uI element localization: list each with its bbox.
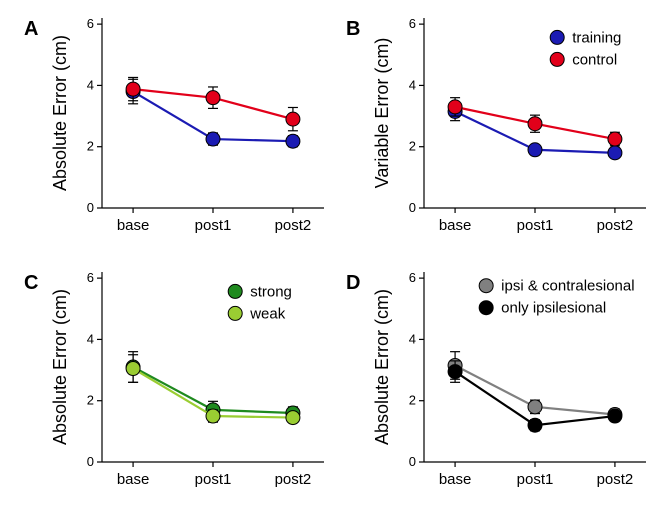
data-marker xyxy=(448,100,462,114)
x-tick-label: post2 xyxy=(597,471,634,488)
legend-swatch xyxy=(479,301,493,315)
y-axis-label: Absolute Error (cm) xyxy=(50,35,70,191)
y-tick-label: 0 xyxy=(87,454,94,469)
data-marker xyxy=(286,134,300,148)
data-marker xyxy=(528,400,542,414)
data-marker xyxy=(206,91,220,105)
legend-label: only ipsilesional xyxy=(501,300,606,317)
data-marker xyxy=(528,143,542,157)
panel-label-D: D xyxy=(346,272,360,295)
y-axis-label: Absolute Error (cm) xyxy=(372,289,392,445)
x-tick-label: base xyxy=(439,217,472,234)
data-marker xyxy=(126,362,140,376)
data-marker xyxy=(528,418,542,432)
legend-label: control xyxy=(572,51,617,68)
data-marker xyxy=(206,409,220,423)
x-tick-label: post2 xyxy=(275,471,312,488)
y-tick-label: 2 xyxy=(409,393,416,408)
x-tick-label: post2 xyxy=(275,217,312,234)
x-tick-label: post1 xyxy=(517,471,554,488)
legend-label: training xyxy=(572,29,621,46)
data-marker xyxy=(126,82,140,96)
x-tick-label: post2 xyxy=(597,217,634,234)
y-tick-label: 2 xyxy=(87,393,94,408)
y-tick-label: 0 xyxy=(409,454,416,469)
y-tick-label: 0 xyxy=(87,200,94,215)
y-tick-label: 4 xyxy=(409,77,416,92)
panel-label-B: B xyxy=(346,18,360,41)
x-tick-label: post1 xyxy=(517,217,554,234)
legend-swatch xyxy=(550,52,564,66)
data-marker xyxy=(528,117,542,131)
chart-panel-B: 0 2 4 6 base post1 post2 Variable Error (cm) tra… xyxy=(370,8,656,248)
y-tick-label: 4 xyxy=(87,77,94,92)
chart-panel-D: 0 2 4 6 base post1 post2 Absolute Error (cm) ips… xyxy=(370,262,656,502)
series-line-only-ipsilesional xyxy=(455,372,615,426)
data-marker xyxy=(286,112,300,126)
data-marker xyxy=(608,409,622,423)
y-tick-label: 2 xyxy=(87,139,94,154)
y-tick-label: 6 xyxy=(87,16,94,31)
y-tick-label: 4 xyxy=(409,331,416,346)
panel-label-A: A xyxy=(24,18,38,41)
legend-swatch xyxy=(550,30,564,44)
y-tick-label: 6 xyxy=(409,270,416,285)
x-tick-label: post1 xyxy=(195,217,232,234)
x-tick-label: base xyxy=(117,217,150,234)
data-marker xyxy=(448,365,462,379)
y-axis-label: Absolute Error (cm) xyxy=(50,289,70,445)
chart-panel-C: 0 2 4 6 base post1 post2 Absolute Error (cm) str… xyxy=(48,262,334,502)
legend-swatch xyxy=(228,306,242,320)
x-tick-label: base xyxy=(439,471,472,488)
legend-swatch xyxy=(228,284,242,298)
x-tick-label: base xyxy=(117,471,150,488)
y-axis-label: Variable Error (cm) xyxy=(372,38,392,189)
y-tick-label: 6 xyxy=(87,270,94,285)
legend-label: strong xyxy=(250,283,292,300)
panel-label-C: C xyxy=(24,272,38,295)
data-marker xyxy=(608,132,622,146)
x-tick-label: post1 xyxy=(195,471,232,488)
y-tick-label: 4 xyxy=(87,331,94,346)
data-marker xyxy=(206,132,220,146)
y-tick-label: 6 xyxy=(409,16,416,31)
y-tick-label: 2 xyxy=(409,139,416,154)
legend-label: weak xyxy=(249,305,286,322)
chart-panel-A: 0 2 4 6 base post1 post2 Absolute Error (cm) xyxy=(48,8,334,248)
data-marker xyxy=(608,146,622,160)
y-tick-label: 0 xyxy=(409,200,416,215)
data-marker xyxy=(286,411,300,425)
legend-label: ipsi & contralesional xyxy=(501,278,634,295)
legend-swatch xyxy=(479,279,493,293)
